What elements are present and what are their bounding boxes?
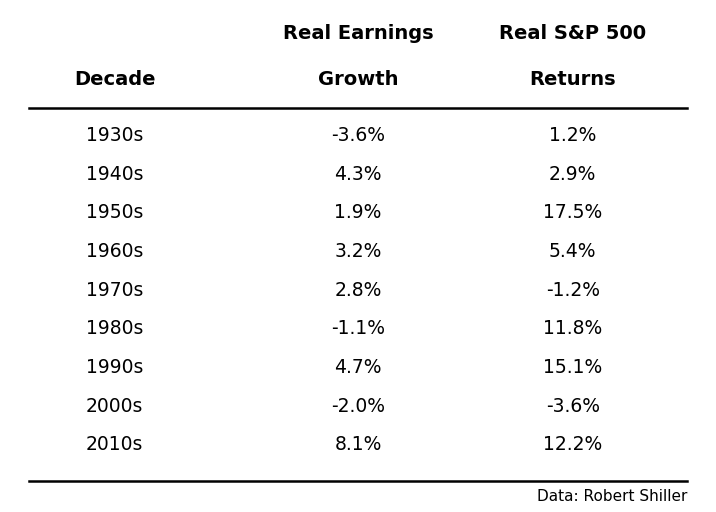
Text: 4.7%: 4.7% [334,358,382,377]
Text: Real S&P 500: Real S&P 500 [499,24,647,43]
Text: -3.6%: -3.6% [331,126,385,145]
Text: 1.2%: 1.2% [549,126,596,145]
Text: 11.8%: 11.8% [543,319,602,338]
Text: 2000s: 2000s [86,397,143,416]
Text: Growth: Growth [318,70,398,89]
Text: 3.2%: 3.2% [334,242,382,261]
Text: -2.0%: -2.0% [331,397,385,416]
Text: 5.4%: 5.4% [549,242,596,261]
Text: 1970s: 1970s [86,281,143,300]
Text: 15.1%: 15.1% [543,358,602,377]
Text: 12.2%: 12.2% [543,435,602,455]
Text: 17.5%: 17.5% [543,203,602,223]
Text: -1.2%: -1.2% [546,281,600,300]
Text: 8.1%: 8.1% [334,435,382,455]
Text: 2.8%: 2.8% [334,281,382,300]
Text: 2010s: 2010s [86,435,143,455]
Text: Data: Robert Shiller: Data: Robert Shiller [537,489,687,504]
Text: Decade: Decade [74,70,155,89]
Text: 1930s: 1930s [86,126,143,145]
Text: 1950s: 1950s [86,203,143,223]
Text: -3.6%: -3.6% [546,397,600,416]
Text: Real Earnings: Real Earnings [283,24,433,43]
Text: 1980s: 1980s [86,319,143,338]
Text: Returns: Returns [530,70,616,89]
Text: 1940s: 1940s [86,165,143,184]
Text: -1.1%: -1.1% [331,319,385,338]
Text: 1.9%: 1.9% [334,203,382,223]
Text: 2.9%: 2.9% [549,165,596,184]
Text: 1990s: 1990s [86,358,143,377]
Text: 4.3%: 4.3% [334,165,382,184]
Text: 1960s: 1960s [86,242,143,261]
